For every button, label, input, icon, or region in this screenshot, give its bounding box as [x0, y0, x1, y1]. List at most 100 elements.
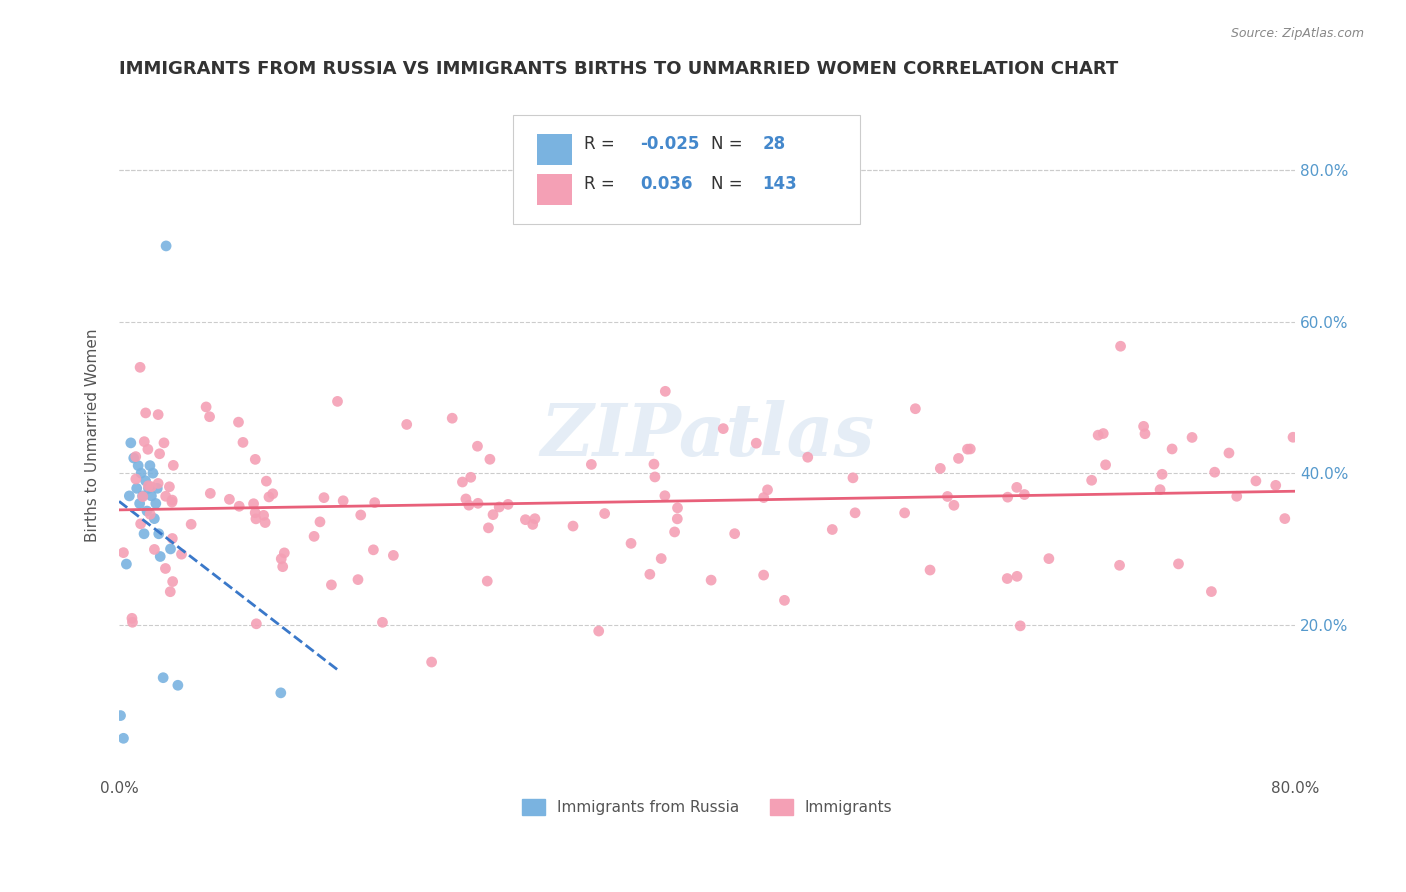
- Point: [363, 495, 385, 509]
- Text: -0.025: -0.025: [640, 136, 700, 153]
- Point: [195, 400, 218, 414]
- Point: [650, 551, 672, 566]
- Point: [451, 475, 474, 489]
- Point: [1226, 489, 1249, 503]
- Point: [146, 476, 169, 491]
- Point: [478, 452, 501, 467]
- Point: [136, 504, 159, 518]
- Point: [581, 458, 603, 472]
- Point: [1092, 426, 1115, 441]
- Point: [347, 573, 370, 587]
- Text: IMMIGRANTS FROM RUSSIA VS IMMIGRANTS BIRTHS TO UNMARRIED WOMEN CORRELATION CHART: IMMIGRANTS FROM RUSSIA VS IMMIGRANTS BIR…: [120, 60, 1118, 78]
- Point: [664, 524, 686, 539]
- Point: [321, 578, 343, 592]
- Point: [700, 573, 723, 587]
- Point: [477, 574, 499, 588]
- Point: [120, 435, 142, 450]
- Point: [138, 481, 160, 495]
- Point: [159, 541, 181, 556]
- Point: [125, 481, 148, 495]
- Point: [160, 493, 183, 508]
- Point: [1152, 467, 1174, 482]
- Point: [441, 411, 464, 425]
- Text: Source: ZipAtlas.com: Source: ZipAtlas.com: [1230, 27, 1364, 40]
- Point: [125, 450, 148, 464]
- Point: [312, 491, 335, 505]
- Point: [371, 615, 394, 630]
- Point: [1181, 430, 1204, 444]
- Point: [145, 496, 167, 510]
- Point: [129, 466, 152, 480]
- Point: [666, 500, 689, 515]
- Point: [257, 490, 280, 504]
- Point: [1282, 430, 1305, 444]
- Point: [270, 686, 292, 700]
- Point: [752, 568, 775, 582]
- Text: R =: R =: [583, 176, 620, 194]
- Point: [143, 511, 166, 525]
- Point: [395, 417, 418, 432]
- Point: [1014, 487, 1036, 501]
- Point: [180, 517, 202, 532]
- Point: [112, 731, 135, 746]
- Point: [134, 434, 156, 449]
- Point: [170, 547, 193, 561]
- Point: [752, 491, 775, 505]
- Point: [242, 497, 264, 511]
- Point: [218, 492, 240, 507]
- Point: [1274, 511, 1296, 525]
- Point: [457, 498, 479, 512]
- Point: [995, 572, 1018, 586]
- Point: [228, 500, 250, 514]
- Text: N =: N =: [711, 176, 748, 194]
- Point: [198, 409, 221, 424]
- Point: [152, 671, 174, 685]
- Point: [302, 529, 325, 543]
- Point: [112, 546, 135, 560]
- Point: [155, 239, 177, 253]
- Point: [821, 523, 844, 537]
- Point: [918, 563, 941, 577]
- Legend: Immigrants from Russia, Immigrants: Immigrants from Russia, Immigrants: [515, 792, 900, 823]
- Point: [148, 526, 170, 541]
- Point: [121, 615, 143, 630]
- Point: [155, 561, 177, 575]
- Point: [129, 360, 152, 375]
- FancyBboxPatch shape: [513, 115, 860, 224]
- Point: [477, 521, 499, 535]
- Point: [157, 480, 180, 494]
- Point: [893, 506, 915, 520]
- Point: [141, 489, 163, 503]
- Point: [756, 483, 779, 497]
- Point: [1201, 584, 1223, 599]
- Point: [270, 551, 292, 566]
- Point: [155, 489, 177, 503]
- Point: [522, 517, 544, 532]
- Point: [118, 489, 141, 503]
- Point: [153, 435, 176, 450]
- Bar: [537, 174, 572, 205]
- Point: [162, 532, 184, 546]
- Point: [1038, 551, 1060, 566]
- Point: [929, 461, 952, 475]
- Point: [228, 415, 250, 429]
- Point: [1167, 557, 1189, 571]
- Point: [1094, 458, 1116, 472]
- Point: [515, 513, 537, 527]
- Point: [132, 526, 155, 541]
- Point: [245, 512, 267, 526]
- Point: [588, 624, 610, 638]
- Point: [273, 546, 295, 560]
- Point: [1010, 619, 1032, 633]
- Point: [254, 516, 277, 530]
- Text: 28: 28: [762, 136, 786, 153]
- Point: [562, 519, 585, 533]
- Point: [724, 526, 747, 541]
- Point: [496, 497, 519, 511]
- Point: [654, 384, 676, 399]
- Point: [382, 549, 405, 563]
- Point: [1005, 569, 1028, 583]
- Point: [245, 616, 267, 631]
- Point: [638, 567, 661, 582]
- Point: [666, 512, 689, 526]
